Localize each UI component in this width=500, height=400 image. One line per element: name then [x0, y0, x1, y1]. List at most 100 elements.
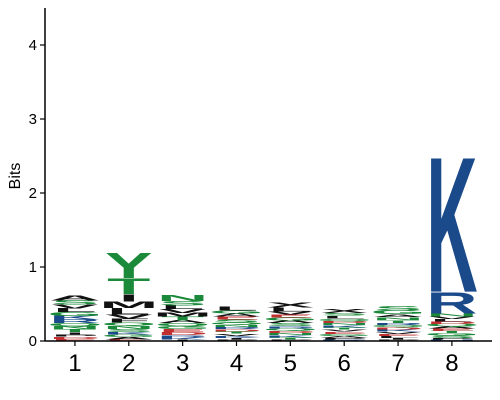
y-axis-title: Bits: [7, 163, 24, 190]
logo-letter-g: G: [263, 317, 318, 322]
logo-letter-d: D: [265, 330, 316, 333]
logo-letter-i: I: [227, 338, 247, 340]
x-tick-label: 5: [284, 350, 297, 377]
logo-letter-d: D: [211, 329, 262, 332]
logo-letter-k: K: [319, 325, 370, 328]
logo-letter-v: V: [321, 329, 369, 332]
logo-letter-l: L: [53, 308, 96, 314]
logo-letter-v: V: [105, 313, 153, 319]
logo-letter-x: X: [321, 308, 369, 314]
logo-letter-p: P: [321, 338, 368, 340]
logo-letter-t: T: [323, 327, 367, 330]
x-tick-label: 1: [68, 350, 81, 377]
logo-letter-q: Q: [101, 322, 156, 327]
logo-letter-e: E: [267, 314, 314, 319]
logo-letter-s: S: [213, 319, 260, 324]
logo-letter-a: A: [319, 335, 370, 338]
logo-letter-s: S: [159, 300, 206, 307]
logo-letter-g: G: [101, 334, 156, 338]
logo-letter-d: D: [373, 327, 424, 330]
logo-letter-g: G: [371, 310, 426, 316]
logo-letter-v: V: [213, 333, 261, 336]
logo-letter-q: Q: [424, 323, 479, 327]
logo-letter-d: D: [157, 331, 208, 336]
logo-letter-t: T: [107, 274, 150, 299]
logo-letter-a: A: [373, 313, 424, 317]
y-tick-label: 2: [29, 185, 37, 202]
logo-letter-v: V: [267, 311, 315, 316]
logo-letter-t: T: [161, 316, 205, 322]
logo-letter-l: L: [376, 335, 419, 338]
logo-letter-s: S: [267, 323, 314, 328]
logo-letter-g: G: [317, 333, 372, 336]
logo-letter-k: K: [157, 337, 208, 340]
logo-letter-t: T: [269, 337, 313, 340]
logo-letter-q: Q: [155, 323, 210, 328]
logo-letter-k: K: [211, 335, 262, 338]
logo-letter-d: D: [49, 336, 100, 339]
y-axis-ticks: 0 1 2 3 4: [29, 37, 45, 350]
logo-letter-l: L: [430, 318, 473, 322]
logo-letter-m: M: [99, 300, 158, 310]
logo-letter-r: R: [265, 326, 316, 329]
logo-letter-k: K: [373, 329, 424, 332]
logo-letter-g: G: [209, 310, 264, 315]
x-tick-label: 3: [176, 350, 189, 377]
logo-letter-d: D: [426, 321, 477, 325]
logo-letter-a: A: [211, 313, 262, 318]
logo-letter-n: N: [265, 332, 316, 335]
logo-letter-v: V: [51, 304, 99, 310]
logo-letter-n: N: [157, 294, 208, 303]
logo-letter-e: E: [428, 328, 475, 332]
logo-letter-v: V: [374, 331, 422, 334]
logo-letter-a: A: [426, 326, 477, 330]
logo-letter-q: Q: [371, 325, 426, 328]
logo-letter-l: L: [323, 315, 366, 319]
logo-letter-n: N: [49, 325, 100, 330]
logo-letter-s: S: [428, 335, 475, 339]
logo-letter-k: K: [49, 315, 100, 321]
logo-letter-e: E: [51, 338, 98, 341]
logo-letter-r: R: [211, 326, 262, 329]
x-tick-label: 6: [338, 350, 351, 377]
logo-letter-v: V: [428, 316, 476, 320]
x-tick-label: 4: [230, 350, 243, 377]
logo-letter-t: T: [376, 319, 420, 323]
logo-letter-k: K: [426, 116, 477, 332]
logo-letter-l: L: [269, 307, 312, 313]
logo-letter-q: Q: [209, 322, 264, 325]
logo-letter-t: T: [53, 328, 97, 333]
logo-letter-i: I: [65, 332, 85, 335]
logo-letter-p: P: [428, 337, 475, 339]
logo-letter-t: T: [215, 331, 259, 334]
logo-letter-l: L: [215, 306, 258, 312]
logo-letter-k: K: [265, 335, 316, 338]
logo-letter-a: A: [157, 320, 208, 325]
logo-letter-r: R: [157, 335, 208, 338]
y-tick-label: 1: [29, 259, 37, 276]
logo-letter-n: N: [373, 316, 424, 320]
x-axis-ticks: 1 2 3 4 5 6 7 8: [68, 341, 459, 377]
logo-letter-e: E: [159, 328, 206, 333]
y-tick-label: 3: [29, 111, 37, 128]
logo-letter-s: S: [321, 312, 368, 316]
logo-letter-x: X: [267, 301, 315, 309]
logo-letter-n: N: [103, 325, 154, 330]
y-tick-label: 0: [29, 333, 37, 350]
logo-letter-i: I: [119, 292, 139, 303]
logo-letter-p: P: [51, 334, 98, 337]
logo-letter-a: A: [49, 294, 100, 302]
logo-letter-r: R: [426, 286, 477, 320]
logo-letter-v: V: [159, 308, 207, 314]
logo-letter-q: Q: [263, 328, 318, 331]
logo-letter-f: F: [107, 317, 150, 323]
logo-letter-g: G: [47, 311, 102, 317]
